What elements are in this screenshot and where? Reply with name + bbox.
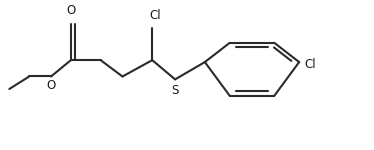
Text: O: O: [66, 4, 76, 17]
Text: O: O: [46, 79, 56, 92]
Text: Cl: Cl: [150, 9, 161, 22]
Text: S: S: [171, 84, 179, 97]
Text: Cl: Cl: [304, 58, 316, 71]
